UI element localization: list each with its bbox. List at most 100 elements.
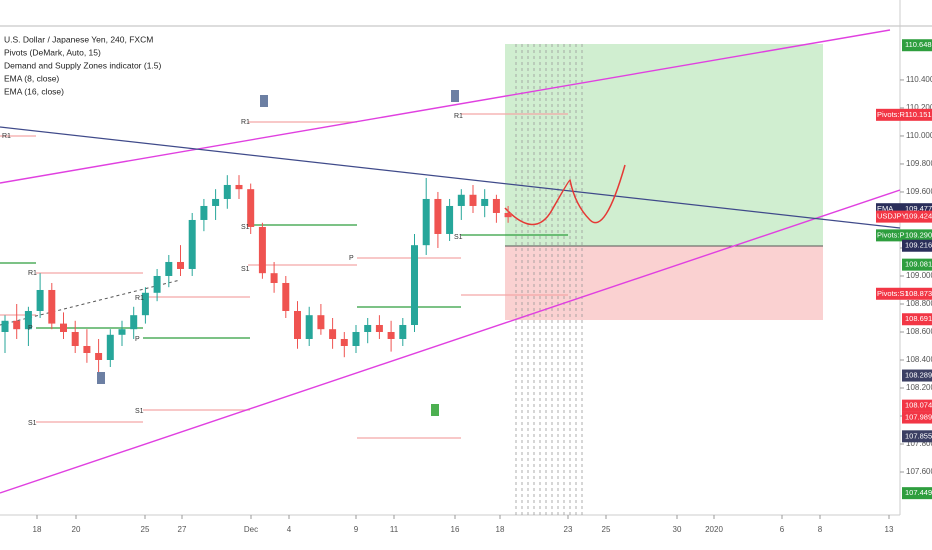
price-tag-value: 109.216 bbox=[905, 241, 932, 250]
candle-body bbox=[235, 184, 243, 190]
candle-body bbox=[340, 338, 348, 346]
x-tick-label: 9 bbox=[354, 525, 359, 534]
y-tick-label: 108.200 bbox=[906, 383, 932, 392]
x-tick-label: 25 bbox=[141, 525, 150, 534]
price-tag-value: 107.855 bbox=[905, 431, 932, 440]
pivot-label: S1 bbox=[135, 408, 144, 415]
pivot-label: S1 bbox=[28, 420, 37, 427]
candle-body bbox=[24, 310, 32, 330]
x-tick-label: 30 bbox=[673, 525, 682, 534]
price-tag bbox=[902, 239, 932, 252]
x-tick-label: 25 bbox=[602, 525, 611, 534]
pivot-label: R1 bbox=[28, 270, 37, 277]
chart-title: U.S. Dollar / Japanese Yen, 240, FXCM bbox=[4, 34, 153, 44]
pivot-label: S1 bbox=[241, 266, 250, 273]
candle-body bbox=[71, 331, 79, 346]
candle-body bbox=[130, 315, 138, 330]
candle-body bbox=[95, 352, 103, 360]
pivot-label: S1 bbox=[454, 234, 463, 241]
candle-body bbox=[177, 261, 184, 269]
price-tag bbox=[902, 399, 932, 412]
x-tick-label: 20 bbox=[72, 525, 81, 534]
candle-body bbox=[469, 194, 477, 206]
candle-body bbox=[411, 245, 418, 325]
price-tag-value: 109.477 bbox=[905, 204, 932, 213]
y-tick-label: 110.000 bbox=[906, 131, 932, 140]
candle-body bbox=[457, 194, 465, 206]
price-tag-value: 110.648 bbox=[905, 40, 932, 49]
x-tick-label: 8 bbox=[818, 525, 823, 534]
x-tick-label: 27 bbox=[178, 525, 187, 534]
pivot-label: P bbox=[135, 336, 140, 343]
candle-body bbox=[1, 320, 9, 332]
candle-body bbox=[200, 205, 208, 220]
price-tag bbox=[876, 287, 932, 300]
candle-body bbox=[375, 324, 383, 332]
x-tick-label: 11 bbox=[390, 525, 399, 534]
y-tick-label: 110.400 bbox=[906, 75, 932, 84]
x-tick-label: 6 bbox=[780, 525, 785, 534]
candle-body bbox=[329, 329, 337, 339]
candle-body bbox=[481, 198, 489, 206]
price-tag-name: Pivots:S1 bbox=[877, 289, 909, 298]
indicator-label: EMA (16, close) bbox=[4, 86, 64, 96]
candle-body bbox=[141, 292, 149, 316]
candle-body bbox=[258, 226, 266, 274]
candle-body bbox=[317, 315, 325, 330]
x-tick-label: 18 bbox=[496, 525, 505, 534]
candle-body bbox=[504, 212, 512, 218]
pivot-label: R1 bbox=[454, 113, 463, 120]
price-tag-name: Pivots:P bbox=[877, 230, 905, 239]
y-tick-label: 108.400 bbox=[906, 355, 932, 364]
y-tick-label: 107.800 bbox=[906, 439, 932, 448]
price-tag-value: 108.691 bbox=[905, 314, 932, 323]
price-tag bbox=[876, 210, 932, 223]
candles bbox=[1, 175, 512, 380]
candle-body bbox=[247, 189, 255, 227]
candle-body bbox=[13, 320, 21, 330]
x-tick-label: 16 bbox=[451, 525, 460, 534]
loss-zone bbox=[505, 246, 823, 320]
price-tag bbox=[902, 39, 932, 52]
legend: U.S. Dollar / Japanese Yen, 240, FXCM Pi… bbox=[4, 34, 162, 96]
price-tag-value: 109.290 bbox=[905, 230, 932, 239]
indicator-label: EMA (8, close) bbox=[4, 73, 59, 83]
candle-body bbox=[282, 282, 290, 311]
candle-body bbox=[492, 198, 500, 213]
candle-body bbox=[165, 261, 173, 276]
price-tag-value: 109.424 bbox=[905, 212, 932, 221]
price-tag-value: 109.081 bbox=[905, 260, 932, 269]
candle-body bbox=[36, 289, 44, 311]
pivot-label: R1 bbox=[241, 119, 250, 126]
session-lines bbox=[515, 44, 583, 515]
candle-body bbox=[364, 324, 372, 332]
pivot-label: R1 bbox=[135, 295, 144, 302]
indicator-label: Pivots (DeMark, Auto, 15) bbox=[4, 47, 101, 57]
pivot-label: P bbox=[349, 255, 354, 262]
trend-lines bbox=[0, 29, 901, 494]
candle-body bbox=[352, 331, 360, 346]
candle-body bbox=[422, 198, 430, 246]
price-tag-value: 108.289 bbox=[905, 371, 932, 380]
y-tick-label: 107.600 bbox=[906, 467, 932, 476]
profit-zone bbox=[505, 44, 823, 246]
candle-body bbox=[48, 289, 56, 324]
y-tick-label: 110.200 bbox=[906, 103, 932, 112]
price-tag bbox=[902, 487, 932, 500]
price-tag-value: 108.074 bbox=[905, 401, 932, 410]
price-tag-value: 110.151 bbox=[905, 110, 932, 119]
candle-body bbox=[153, 275, 161, 293]
candle-body bbox=[387, 331, 395, 339]
price-tag-value: 108.873 bbox=[905, 289, 932, 298]
candle-body bbox=[223, 184, 231, 199]
y-tick-label: 109.800 bbox=[906, 159, 932, 168]
pivot-label: S1 bbox=[241, 224, 250, 231]
candle-body bbox=[434, 198, 442, 234]
flags bbox=[97, 90, 459, 416]
candle-body bbox=[188, 219, 196, 269]
y-tick-label: 108.600 bbox=[906, 327, 932, 336]
candle-body bbox=[270, 273, 278, 283]
x-axis: 18 20 25 27 Dec 4 9 11 16 18 23 25 30 2020 6 8 13 bbox=[33, 515, 894, 534]
